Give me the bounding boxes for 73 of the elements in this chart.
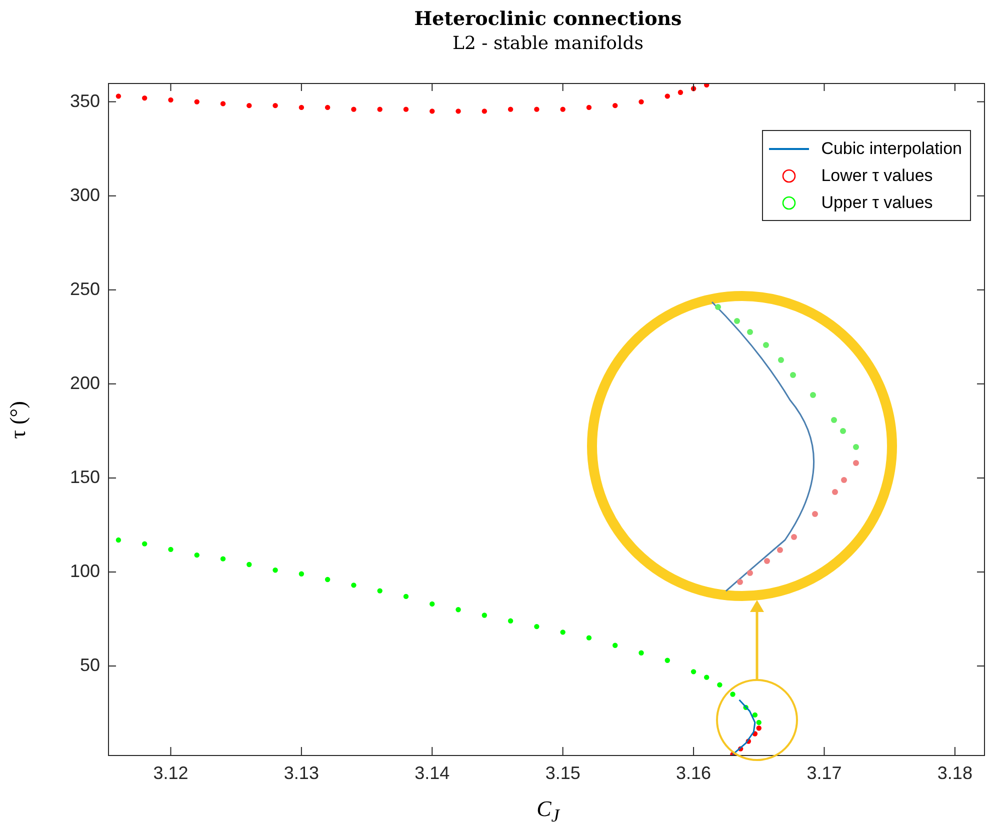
point [586,104,592,110]
point [246,102,252,108]
point [298,571,304,576]
point [508,618,514,624]
point [456,108,461,114]
point [194,552,200,558]
legend-label: Cubic interpolation [821,138,962,158]
point [534,624,540,630]
x-tick-label: 3.16 [676,762,712,783]
point [560,106,566,112]
x-tick-label: 3.18 [937,762,972,783]
point [756,726,762,731]
point [482,108,488,114]
point [220,101,226,106]
point [690,669,696,674]
point [246,562,252,568]
point [403,594,409,600]
point [586,635,592,640]
x-tick-label: 3.13 [284,762,319,783]
x-tick-label: 3.15 [545,762,580,783]
point [638,99,644,104]
x-tick-label: 3.17 [806,762,842,783]
point [298,104,304,110]
point [482,612,488,618]
point [664,94,670,99]
point [194,99,200,104]
x-tick-label: 3.12 [153,762,188,783]
point [560,630,566,635]
point [377,588,382,594]
point [730,692,736,697]
point [324,576,330,582]
point [168,546,174,552]
y-tick-label: 350 [70,90,100,111]
point [704,674,710,680]
legend-label: Lower τ values [821,166,933,186]
point [168,97,174,103]
point [116,94,122,99]
y-axis-title: τ (°) [5,401,31,439]
y-tick-label: 200 [70,372,100,393]
point [351,582,356,588]
point [142,541,148,546]
point [351,106,356,112]
legend-label: Upper τ values [821,192,933,212]
point [508,106,514,112]
y-tick-label: 100 [70,560,100,581]
point [456,607,461,612]
y-tick-label: 300 [70,184,100,205]
point [612,102,618,108]
y-tick-label: 250 [70,278,100,299]
point [324,104,330,110]
point [664,658,670,663]
point [377,106,382,112]
point [142,95,148,101]
chart-subtitle: L2 - stable manifolds [452,33,644,54]
point [272,568,278,573]
point [430,108,435,114]
x-tick-label: 3.14 [414,762,450,783]
point [717,682,722,688]
point [220,556,226,562]
point [756,720,762,726]
point [430,601,435,607]
point [638,650,644,656]
point [752,712,758,718]
point [403,106,409,112]
point [116,537,122,543]
x-axis-title: C$_{J}$ [536,796,561,826]
chart-title: Heteroclinic connections [413,8,683,30]
point [534,106,540,112]
point [612,642,618,648]
point [272,102,278,108]
point [678,90,684,96]
y-tick-label: 50 [80,655,100,676]
y-tick-label: 150 [70,466,100,487]
